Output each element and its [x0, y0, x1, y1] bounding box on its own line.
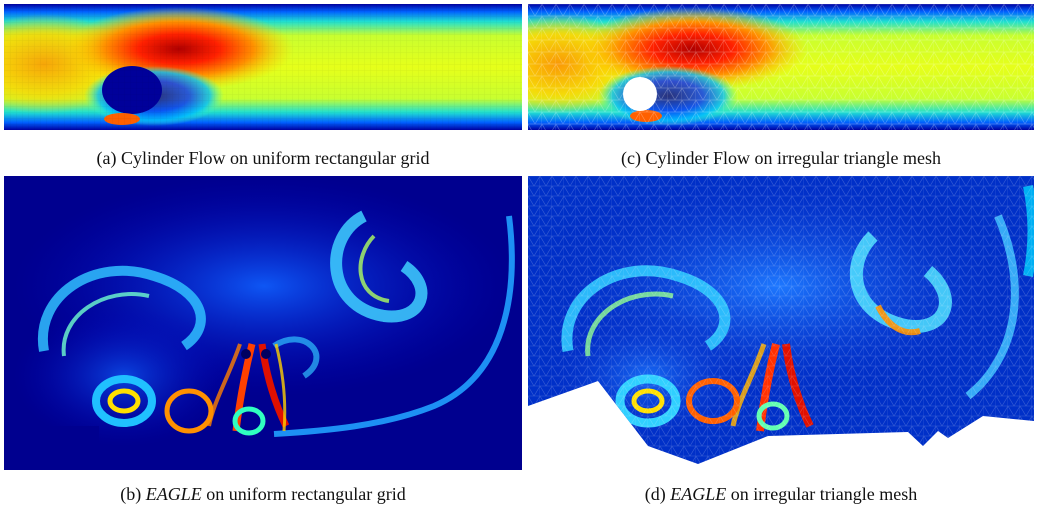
eagle-mesh-field — [528, 176, 1034, 464]
caption-b-suffix: on uniform rectangular grid — [201, 484, 406, 504]
caption-b-prefix: (b) — [120, 484, 146, 504]
caption-c-text: (c) Cylinder Flow on irregular triangle … — [621, 148, 941, 168]
caption-d: (d) EAGLE on irregular triangle mesh — [528, 484, 1034, 505]
cylinder-obstacle — [623, 77, 657, 111]
panel-b-eagle-grid — [4, 176, 522, 470]
caption-b-italic: EAGLE — [145, 484, 202, 504]
caption-d-suffix: on irregular triangle mesh — [726, 484, 918, 504]
cylinder-flow-mesh-field — [528, 4, 1034, 130]
caption-d-italic: EAGLE — [670, 484, 727, 504]
caption-c: (c) Cylinder Flow on irregular triangle … — [528, 148, 1034, 169]
panel-d-eagle-mesh — [528, 176, 1034, 470]
panel-c-cylinder-mesh — [528, 4, 1034, 130]
cylinder-flow-grid-field — [4, 4, 522, 130]
panel-a-cylinder-grid — [4, 4, 522, 130]
eagle-grid-field — [4, 176, 522, 470]
caption-a-text: (a) Cylinder Flow on uniform rectangular… — [96, 148, 430, 168]
caption-b: (b) EAGLE on uniform rectangular grid — [4, 484, 522, 505]
caption-a: (a) Cylinder Flow on uniform rectangular… — [4, 148, 522, 169]
caption-d-prefix: (d) — [644, 484, 671, 504]
